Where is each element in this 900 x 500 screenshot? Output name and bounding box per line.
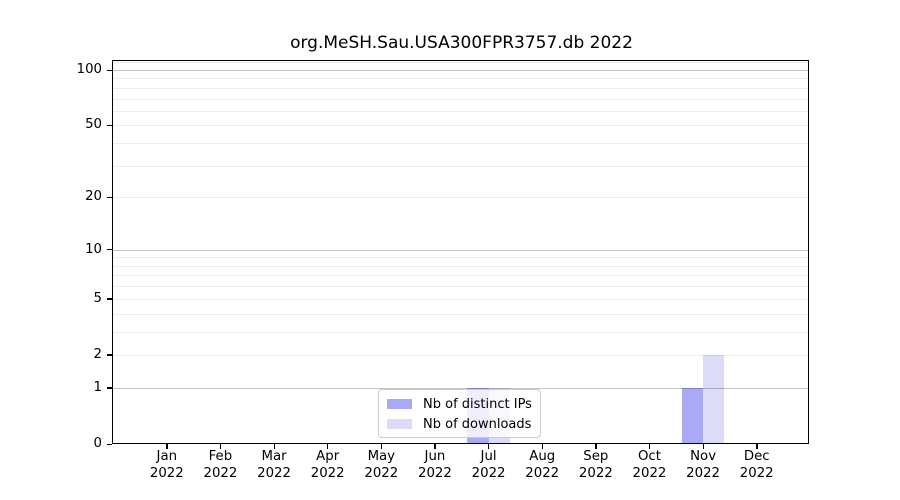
- x-tick-label: Feb 2022: [188, 449, 252, 482]
- y-tick: [107, 443, 112, 445]
- bar-nb-of-distinct-ips-nov: [681, 387, 704, 444]
- x-tick-month: Nov: [690, 449, 717, 464]
- chart-title: org.MeSH.Sau.USA300FPR3757.db 2022: [290, 33, 633, 53]
- x-tick: [380, 444, 383, 449]
- x-tick-label: Dec 2022: [725, 449, 789, 482]
- x-tick-month: Apr: [316, 449, 340, 464]
- y-tick: [107, 69, 112, 71]
- y-tick-label: 0: [93, 436, 102, 451]
- y-tick-label: 5: [93, 290, 102, 306]
- y-tick-label: 100: [76, 62, 102, 77]
- x-tick-month: Oct: [637, 449, 661, 464]
- gridline-minor: [113, 78, 809, 80]
- x-tick: [273, 444, 275, 449]
- legend-label-distinct-ips: Nb of distinct IPs: [423, 396, 532, 412]
- gridline-minor: [113, 257, 809, 259]
- gridline-minor: [113, 125, 809, 127]
- x-tick-month: Mar: [261, 449, 287, 464]
- x-tick: [595, 444, 597, 449]
- x-tick-year: 2022: [203, 465, 238, 481]
- x-tick-year: 2022: [418, 465, 452, 481]
- x-tick: [434, 444, 436, 449]
- gridline-major: [113, 387, 809, 389]
- y-tick-label: 50: [85, 117, 102, 133]
- x-tick-year: 2022: [739, 465, 774, 481]
- x-tick-month: Dec: [743, 449, 770, 464]
- gridline-minor: [113, 165, 809, 167]
- x-tick-year: 2022: [149, 465, 184, 481]
- x-tick-month: Jul: [480, 449, 497, 464]
- x-tick: [702, 444, 704, 449]
- x-tick-year: 2022: [364, 465, 399, 481]
- bar-nb-of-downloads-nov: [703, 354, 725, 444]
- gridline-minor: [113, 354, 809, 356]
- distinct-ips-swatch-icon: [387, 399, 412, 409]
- y-tick: [107, 387, 112, 389]
- legend-item-downloads: Nb of downloads: [379, 414, 540, 434]
- x-tick-label: Mar 2022: [242, 449, 306, 482]
- x-tick-year: 2022: [471, 465, 506, 481]
- x-tick-label: Jan 2022: [135, 449, 199, 482]
- x-tick-label: Jun 2022: [403, 449, 467, 482]
- x-tick: [166, 444, 168, 449]
- x-tick-year: 2022: [578, 465, 613, 481]
- x-tick-label: Apr 2022: [296, 449, 360, 482]
- x-tick: [756, 444, 758, 449]
- gridline-minor: [113, 87, 809, 89]
- gridline-minor: [113, 286, 809, 288]
- gridline-minor: [113, 298, 809, 300]
- gridline-major: [113, 70, 809, 71]
- x-tick-year: 2022: [632, 465, 667, 481]
- x-tick-year: 2022: [257, 465, 291, 481]
- gridline-major: [113, 249, 809, 251]
- x-tick: [541, 444, 543, 449]
- y-tick: [107, 354, 112, 356]
- x-tick-label: Nov 2022: [671, 449, 735, 482]
- x-tick-year: 2022: [310, 465, 345, 481]
- plot-frame: [112, 60, 809, 444]
- legend-item-distinct-ips: Nb of distinct IPs: [379, 394, 540, 414]
- gridline-minor: [113, 331, 809, 333]
- gridline-minor: [113, 143, 809, 145]
- y-tick: [107, 124, 112, 127]
- x-tick-label: Oct 2022: [617, 449, 681, 482]
- y-tick-label: 10: [85, 241, 102, 257]
- gridline-minor: [113, 98, 809, 100]
- x-tick-year: 2022: [686, 465, 721, 481]
- x-tick-year: 2022: [525, 465, 560, 481]
- x-tick-month: Feb: [208, 449, 233, 464]
- gridline-minor: [113, 62, 809, 64]
- y-tick-label: 2: [93, 346, 102, 362]
- y-tick-label: 20: [85, 189, 102, 205]
- y-tick: [107, 196, 112, 199]
- x-tick: [648, 444, 651, 449]
- x-tick: [219, 444, 222, 449]
- x-tick-month: Sep: [583, 449, 609, 464]
- y-tick: [107, 249, 112, 251]
- downloads-swatch-icon: [387, 419, 412, 429]
- x-tick-label: Jul 2022: [457, 449, 521, 482]
- x-tick-label: Sep 2022: [564, 449, 628, 482]
- y-tick: [107, 298, 112, 300]
- x-tick-label: Aug 2022: [510, 449, 574, 482]
- legend-label-downloads: Nb of downloads: [423, 416, 532, 432]
- x-tick: [327, 444, 329, 449]
- x-tick-month: Aug: [529, 449, 556, 464]
- x-tick-month: Jan: [156, 449, 178, 464]
- gridline-minor: [113, 265, 809, 267]
- x-tick-label: May 2022: [349, 449, 413, 482]
- gridline-minor: [113, 110, 809, 112]
- gridline-minor: [113, 197, 809, 199]
- gridline-minor: [113, 313, 809, 315]
- x-tick-month: May: [367, 449, 396, 464]
- x-tick-month: Jun: [424, 449, 446, 464]
- y-tick-label: 1: [93, 379, 102, 395]
- legend: Nb of distinct IPs Nb of downloads: [378, 389, 541, 438]
- gridline-minor: [113, 275, 809, 277]
- x-tick: [488, 444, 490, 449]
